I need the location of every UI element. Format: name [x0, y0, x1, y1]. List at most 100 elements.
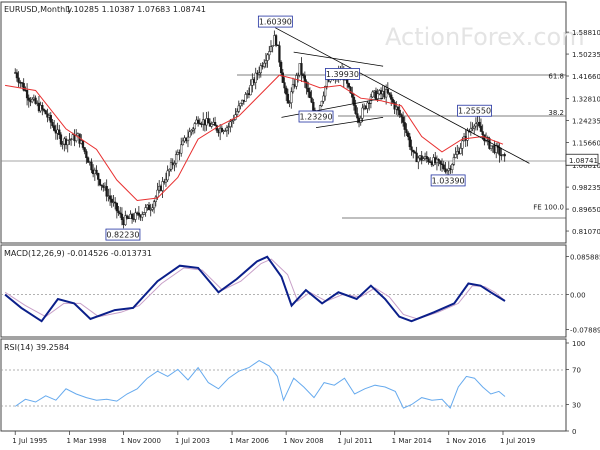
candle-body	[191, 128, 195, 131]
level-label: 38.2	[548, 109, 564, 117]
candle-body	[41, 105, 44, 110]
time-tick-label: 1 Mar 2014	[392, 437, 432, 445]
rsi-tick-label: 30	[572, 402, 581, 410]
candle-body	[356, 113, 359, 119]
symbol-label: EURUSD,Monthly	[4, 5, 72, 14]
candle-body	[452, 157, 456, 165]
candle-body	[161, 181, 164, 191]
candle-body	[420, 155, 423, 161]
price-tick-label: 1.32810	[572, 96, 600, 104]
candle-body	[276, 44, 279, 46]
candle-body	[95, 169, 98, 174]
candle-body	[249, 84, 252, 96]
price-tick-label: 0.81070	[572, 228, 600, 236]
candle-body	[459, 148, 462, 154]
trend-line	[315, 116, 384, 128]
price-label: 1.23290	[299, 113, 332, 122]
price-series-group	[5, 27, 530, 229]
candle-body	[274, 35, 278, 46]
price-label-box	[457, 104, 492, 117]
candle-body	[398, 109, 401, 115]
candle-body	[469, 128, 472, 132]
candle-body	[144, 207, 147, 213]
candle-body	[188, 131, 191, 138]
candle-body	[173, 163, 176, 166]
price-label: 1.39930	[326, 70, 359, 79]
candle-body	[27, 97, 30, 101]
macd-tick-label: 0.00	[570, 292, 586, 300]
level-label: 61.8	[548, 72, 564, 80]
candle-body	[110, 198, 113, 203]
price-label-box	[105, 228, 141, 241]
candle-body	[241, 99, 244, 104]
candle-body	[290, 91, 293, 104]
candle-body	[479, 125, 483, 132]
candle-body	[141, 214, 144, 218]
candle-body	[229, 121, 232, 127]
candle-body	[86, 157, 90, 163]
candle-body	[168, 169, 171, 172]
price-label-box	[257, 15, 293, 28]
candle-body	[83, 147, 86, 152]
candle-body	[296, 74, 300, 77]
candle-body	[405, 129, 408, 134]
candle-body	[295, 75, 298, 87]
candle-body	[407, 132, 410, 138]
macd-series-group	[4, 255, 506, 323]
candle-body	[417, 157, 420, 163]
candle-body	[347, 83, 351, 88]
candle-body	[439, 160, 442, 165]
candle-body	[69, 138, 73, 141]
candle-body	[366, 102, 369, 109]
candle-body	[51, 122, 54, 126]
candle-body	[437, 158, 440, 162]
candle-body	[81, 140, 85, 148]
candle-body	[119, 212, 122, 215]
candle-body	[169, 162, 173, 170]
candle-body	[269, 46, 273, 52]
candle-body	[151, 207, 154, 210]
candle-body	[371, 91, 374, 98]
candle-body	[198, 122, 201, 125]
candle-body	[227, 126, 230, 128]
candle-body	[305, 81, 308, 89]
time-tick-label: 1 Jul 2019	[500, 437, 535, 445]
trend-line	[293, 51, 384, 67]
rsi-tick-label: 70	[572, 366, 581, 374]
rsi-axis: 100 70 30 0	[566, 340, 585, 436]
candle-body	[137, 212, 141, 216]
trend-line	[281, 97, 384, 118]
candle-body	[20, 82, 24, 84]
candle-body	[283, 82, 286, 89]
candle-body	[286, 93, 290, 104]
trend-line	[275, 27, 530, 164]
candle-body	[31, 98, 34, 103]
candle-body	[386, 89, 389, 93]
candle-body	[149, 209, 152, 211]
macd-title: MACD(12,26,9) -0.014526 -0.013731	[4, 249, 152, 258]
macd-axis: 0.085885 0.00 -0.078894	[566, 253, 600, 335]
macd-tick-label: -0.078894	[570, 327, 600, 335]
rsi-title: RSI(14) 39.2584	[4, 343, 69, 352]
candle-body	[108, 195, 112, 200]
time-tick-label: 1 Nov 2016	[446, 437, 487, 445]
candle-body	[85, 151, 88, 158]
price-tick-label: 1.58810	[572, 29, 600, 37]
candle-body	[400, 114, 403, 118]
candle-body	[166, 170, 169, 181]
candle-body	[196, 119, 200, 124]
candle-body	[263, 62, 266, 67]
candle-body	[361, 107, 364, 119]
candle-body	[232, 119, 235, 121]
candle-body	[90, 161, 93, 171]
candle-body	[310, 97, 313, 103]
candle-body	[312, 101, 315, 111]
last-price-tag	[565, 153, 599, 166]
candle-body	[422, 158, 425, 161]
candle-body	[152, 201, 156, 209]
candle-body	[193, 123, 196, 130]
candle-body	[125, 215, 129, 219]
candle-body	[473, 125, 476, 129]
candle-body	[391, 99, 395, 103]
macd-panel	[0, 244, 567, 338]
